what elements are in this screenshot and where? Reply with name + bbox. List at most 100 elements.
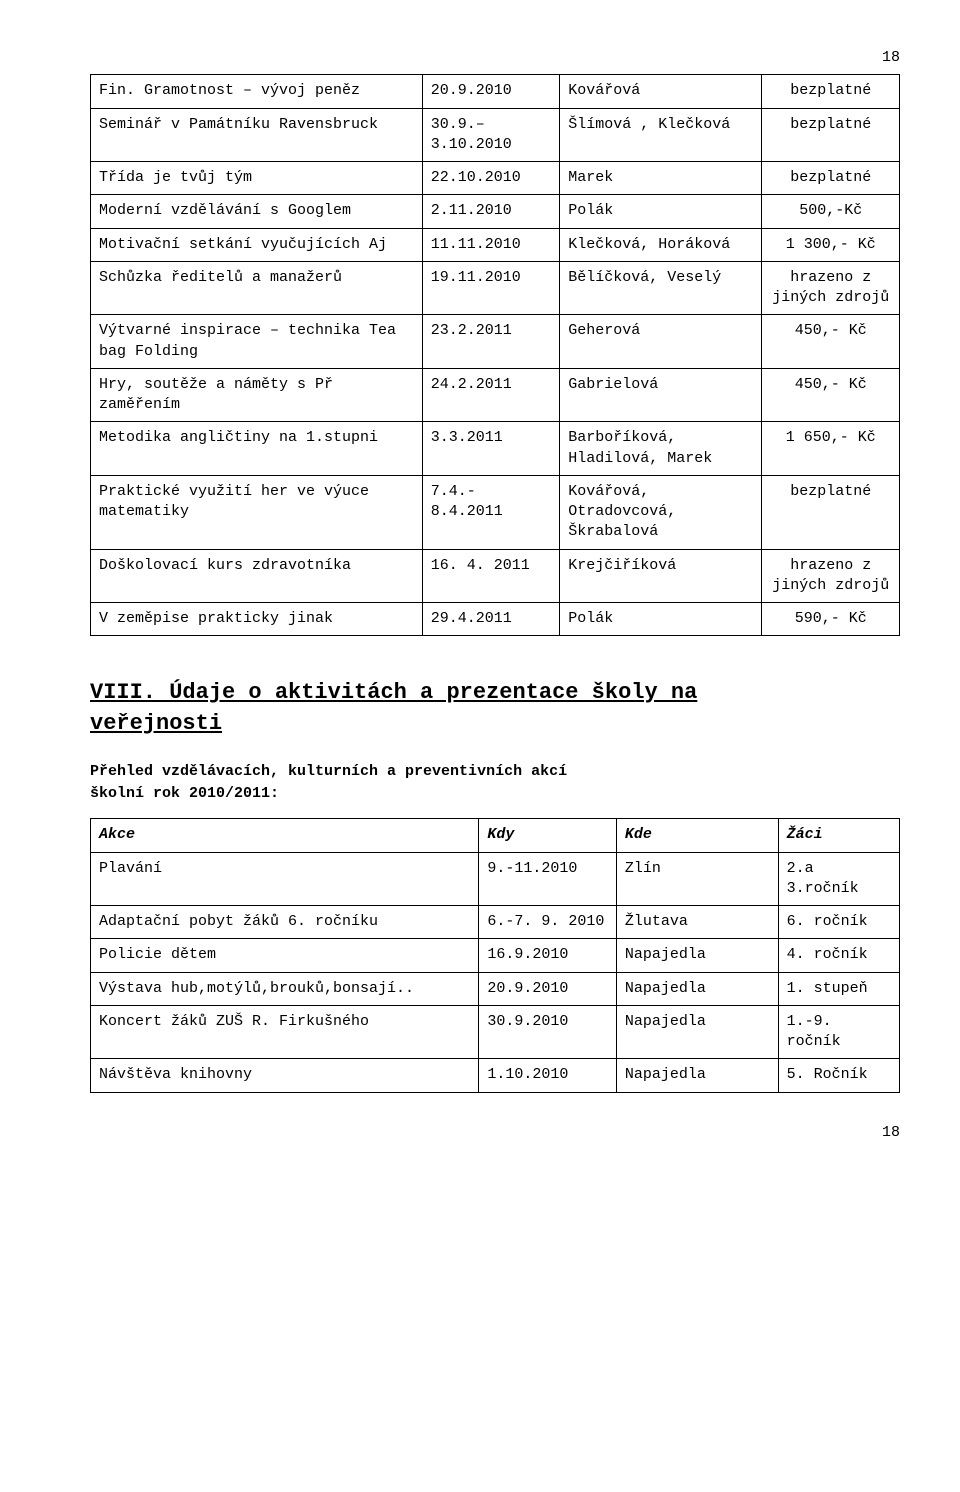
- table-cell: Polák: [560, 195, 762, 228]
- table-cell: 450,- Kč: [762, 315, 900, 369]
- table-row: Seminář v Památníku Ravensbruck30.9.– 3.…: [91, 108, 900, 162]
- table-row: Třída je tvůj tým22.10.2010Marekbezplatn…: [91, 162, 900, 195]
- table-cell: hrazeno z jiných zdrojů: [762, 261, 900, 315]
- table-cell: 6.-7. 9. 2010: [479, 906, 617, 939]
- table-cell: Hry, soutěže a náměty s Př zaměřením: [91, 368, 423, 422]
- table-cell: Moderní vzdělávání s Googlem: [91, 195, 423, 228]
- table-row: Koncert žáků ZUŠ R. Firkušného30.9.2010N…: [91, 1005, 900, 1059]
- table-cell: 7.4.- 8.4.2011: [422, 475, 560, 549]
- table-cell: bezplatné: [762, 162, 900, 195]
- table-cell: 1 650,- Kč: [762, 422, 900, 476]
- table-cell: Napajedla: [616, 972, 778, 1005]
- table-cell: Motivační setkání vyučujících Aj: [91, 228, 423, 261]
- table-cell: Plavání: [91, 852, 479, 906]
- events-table: AkceKdyKdeŽáciPlavání9.-11.2010Zlín2.a 3…: [90, 818, 900, 1092]
- page-number-top: 18: [90, 48, 900, 68]
- table-cell: Gabrielová: [560, 368, 762, 422]
- table-row: Výtvarné inspirace – technika Tea bag Fo…: [91, 315, 900, 369]
- table-cell: 20.9.2010: [479, 972, 617, 1005]
- table-cell: bezplatné: [762, 108, 900, 162]
- table-cell: Barboříková, Hladilová, Marek: [560, 422, 762, 476]
- table-cell: Marek: [560, 162, 762, 195]
- table-cell: 9.-11.2010: [479, 852, 617, 906]
- table-cell: 2.11.2010: [422, 195, 560, 228]
- table-cell: Krejčiříková: [560, 549, 762, 603]
- table-cell: Žlutava: [616, 906, 778, 939]
- table-cell: bezplatné: [762, 475, 900, 549]
- table-header-cell: Akce: [91, 819, 479, 852]
- section-heading-line2: veřejnosti: [90, 711, 222, 736]
- table-cell: Napajedla: [616, 1059, 778, 1092]
- table-cell: Metodika angličtiny na 1.stupni: [91, 422, 423, 476]
- table-cell: Geherová: [560, 315, 762, 369]
- table-cell: 19.11.2010: [422, 261, 560, 315]
- table-row: Výstava hub,motýlů,brouků,bonsají..20.9.…: [91, 972, 900, 1005]
- table-cell: Návštěva knihovny: [91, 1059, 479, 1092]
- sub-heading-line1: Přehled vzdělávacích, kulturních a preve…: [90, 762, 900, 782]
- table-cell: 6. ročník: [778, 906, 899, 939]
- table-cell: Výtvarné inspirace – technika Tea bag Fo…: [91, 315, 423, 369]
- table-cell: 1 300,- Kč: [762, 228, 900, 261]
- table-row: Návštěva knihovny1.10.2010Napajedla5. Ro…: [91, 1059, 900, 1092]
- table-cell: Praktické využití her ve výuce matematik…: [91, 475, 423, 549]
- table-cell: Výstava hub,motýlů,brouků,bonsají..: [91, 972, 479, 1005]
- table-cell: 3.3.2011: [422, 422, 560, 476]
- table-header-cell: Kde: [616, 819, 778, 852]
- table-cell: 2.a 3.ročník: [778, 852, 899, 906]
- table-cell: 1.10.2010: [479, 1059, 617, 1092]
- table-cell: 22.10.2010: [422, 162, 560, 195]
- table-cell: Polák: [560, 603, 762, 636]
- table-cell: 24.2.2011: [422, 368, 560, 422]
- table-cell: 450,- Kč: [762, 368, 900, 422]
- table-row: Metodika angličtiny na 1.stupni3.3.2011B…: [91, 422, 900, 476]
- table-cell: Klečková, Horáková: [560, 228, 762, 261]
- training-table: Fin. Gramotnost – vývoj peněz20.9.2010Ko…: [90, 74, 900, 636]
- table-cell: Seminář v Památníku Ravensbruck: [91, 108, 423, 162]
- table-row: Praktické využití her ve výuce matematik…: [91, 475, 900, 549]
- table-row: Motivační setkání vyučujících Aj11.11.20…: [91, 228, 900, 261]
- table-cell: 29.4.2011: [422, 603, 560, 636]
- table-row: Doškolovací kurs zdravotníka16. 4. 2011K…: [91, 549, 900, 603]
- table-cell: 11.11.2010: [422, 228, 560, 261]
- table-cell: Kovářová, Otradovcová, Škrabalová: [560, 475, 762, 549]
- sub-heading-line2: školní rok 2010/2011:: [90, 784, 900, 804]
- table-cell: Adaptační pobyt žáků 6. ročníku: [91, 906, 479, 939]
- table-cell: Šlímová , Klečková: [560, 108, 762, 162]
- table-row: Plavání9.-11.2010Zlín2.a 3.ročník: [91, 852, 900, 906]
- table-cell: V zeměpise prakticky jinak: [91, 603, 423, 636]
- table-row: Schůzka ředitelů a manažerů19.11.2010Běl…: [91, 261, 900, 315]
- table-cell: 500,-Kč: [762, 195, 900, 228]
- table-cell: 1. stupeň: [778, 972, 899, 1005]
- table-row: Fin. Gramotnost – vývoj peněz20.9.2010Ko…: [91, 75, 900, 108]
- table-row: Policie dětem16.9.2010Napajedla4. ročník: [91, 939, 900, 972]
- table-cell: Policie dětem: [91, 939, 479, 972]
- table-cell: Fin. Gramotnost – vývoj peněz: [91, 75, 423, 108]
- table-cell: 4. ročník: [778, 939, 899, 972]
- table-cell: Koncert žáků ZUŠ R. Firkušného: [91, 1005, 479, 1059]
- table-cell: 23.2.2011: [422, 315, 560, 369]
- table-cell: Bělíčková, Veselý: [560, 261, 762, 315]
- section-heading: VIII. Údaje o aktivitách a prezentace šk…: [90, 678, 900, 740]
- table-cell: Schůzka ředitelů a manažerů: [91, 261, 423, 315]
- table-cell: hrazeno z jiných zdrojů: [762, 549, 900, 603]
- table-cell: bezplatné: [762, 75, 900, 108]
- table-header-cell: Kdy: [479, 819, 617, 852]
- table-header-row: AkceKdyKdeŽáci: [91, 819, 900, 852]
- table-row: Moderní vzdělávání s Googlem2.11.2010Pol…: [91, 195, 900, 228]
- table-row: Adaptační pobyt žáků 6. ročníku6.-7. 9. …: [91, 906, 900, 939]
- table-row: V zeměpise prakticky jinak29.4.2011Polák…: [91, 603, 900, 636]
- table-cell: 16.9.2010: [479, 939, 617, 972]
- table-row: Hry, soutěže a náměty s Př zaměřením24.2…: [91, 368, 900, 422]
- page-number-bottom: 18: [90, 1123, 900, 1143]
- table-cell: Zlín: [616, 852, 778, 906]
- table-cell: Kovářová: [560, 75, 762, 108]
- table-cell: 5. Ročník: [778, 1059, 899, 1092]
- table-cell: 30.9.2010: [479, 1005, 617, 1059]
- table-cell: 1.-9. ročník: [778, 1005, 899, 1059]
- table-header-cell: Žáci: [778, 819, 899, 852]
- table-cell: Napajedla: [616, 1005, 778, 1059]
- table-cell: Třída je tvůj tým: [91, 162, 423, 195]
- table-cell: Napajedla: [616, 939, 778, 972]
- table-cell: 590,- Kč: [762, 603, 900, 636]
- table-cell: Doškolovací kurs zdravotníka: [91, 549, 423, 603]
